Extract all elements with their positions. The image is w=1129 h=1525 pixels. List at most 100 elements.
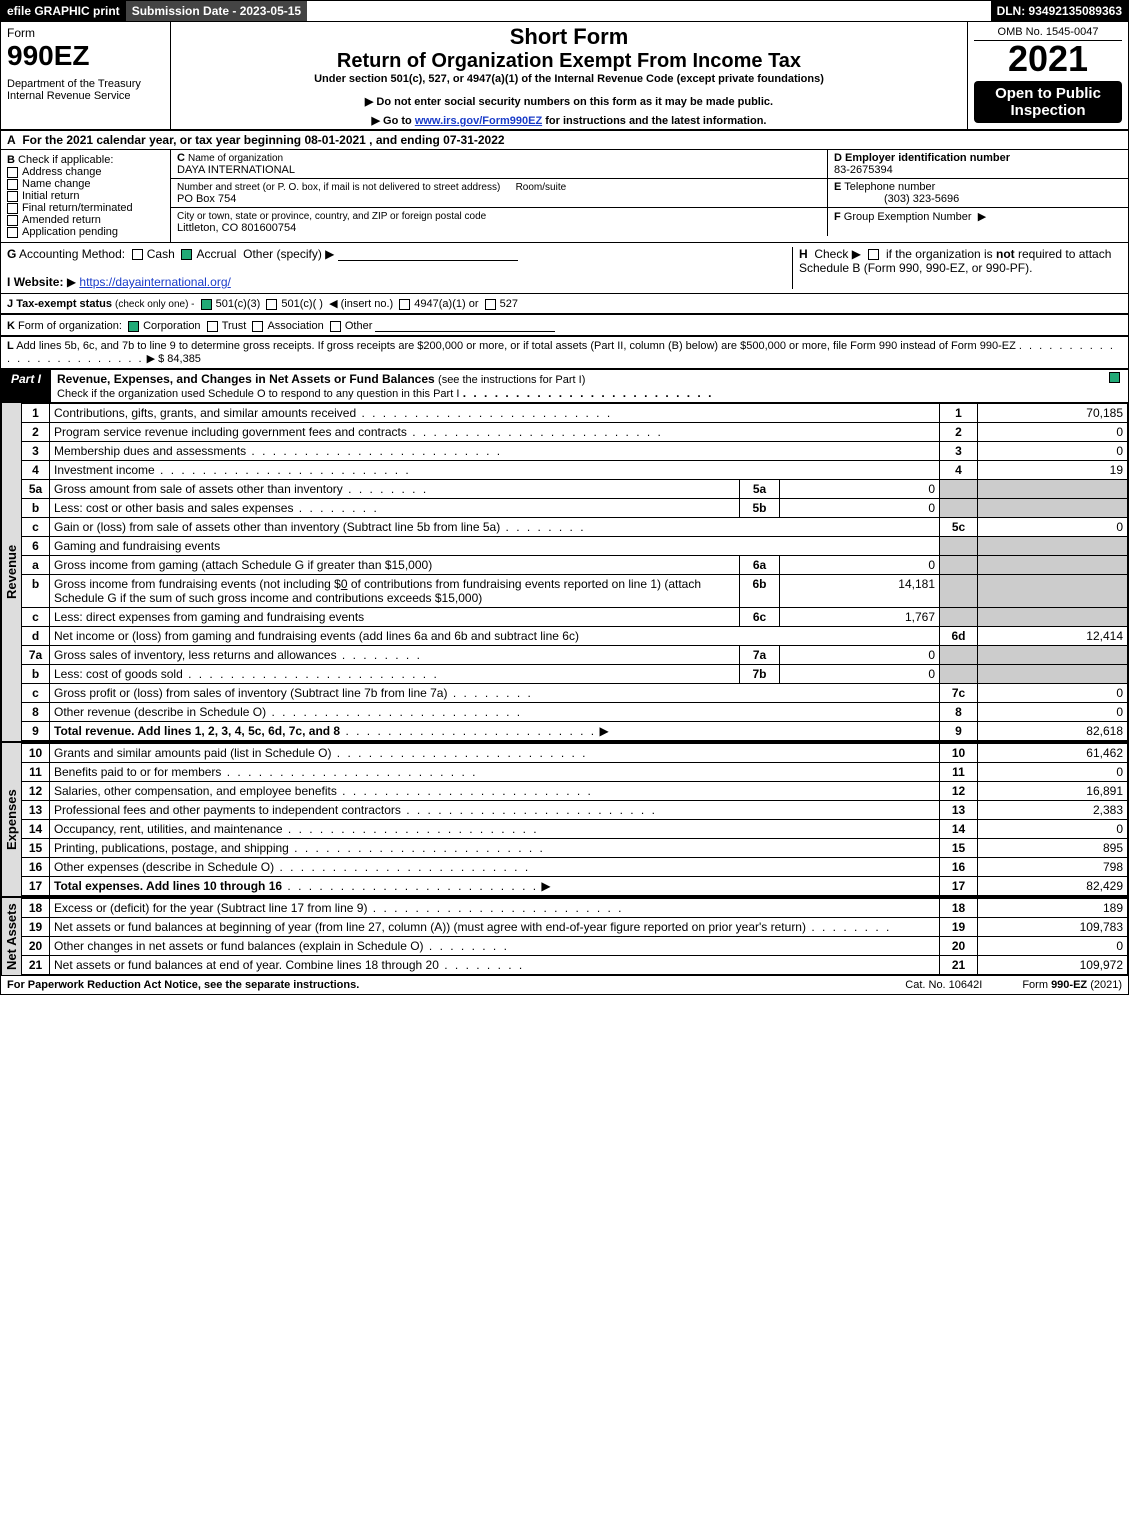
checkbox-cash[interactable]	[132, 249, 143, 260]
checkbox-application-pending[interactable]	[7, 227, 18, 238]
under-section: Under section 501(c), 527, or 4947(a)(1)…	[177, 73, 961, 85]
checkbox-527[interactable]	[485, 299, 496, 310]
j-501c: 501(c)( )	[281, 298, 323, 310]
k-corp: Corporation	[143, 320, 200, 332]
efile-print-button[interactable]: efile GRAPHIC print	[1, 1, 126, 21]
line-19-val: 109,783	[978, 918, 1128, 937]
line-6-desc: Gaming and fundraising events	[50, 537, 940, 556]
g-other: Other (specify)	[243, 247, 322, 261]
form-number: 990EZ	[7, 40, 164, 72]
line-6b-val: 14,181	[780, 575, 940, 608]
line-11-desc: Benefits paid to or for members	[54, 765, 221, 779]
row-l: L Add lines 5b, 6c, and 7b to line 9 to …	[1, 337, 1128, 370]
line-6b-pre: Gross income from fundraising events (no…	[54, 577, 341, 591]
return-title: Return of Organization Exempt From Incom…	[177, 50, 961, 73]
irs-label: Internal Revenue Service	[7, 90, 164, 102]
part-i-header: Part I Revenue, Expenses, and Changes in…	[1, 370, 1128, 403]
checkbox-final-return[interactable]	[7, 203, 18, 214]
line-6b-amt: 0	[341, 577, 348, 591]
addr-label: Number and street (or P. O. box, if mail…	[177, 182, 500, 193]
netassets-vtab: Net Assets	[1, 898, 21, 975]
page-footer: For Paperwork Reduction Act Notice, see …	[1, 976, 1128, 994]
line-10-val: 61,462	[978, 744, 1128, 763]
checkbox-4947[interactable]	[399, 299, 410, 310]
opt-amended-return: Amended return	[22, 214, 101, 226]
line-2-desc: Program service revenue including govern…	[54, 425, 407, 439]
city-label: City or town, state or province, country…	[177, 211, 486, 222]
line-5c-desc: Gain or (loss) from sale of assets other…	[54, 520, 500, 534]
website-link[interactable]: https://dayainternational.org/	[79, 275, 230, 289]
opt-application-pending: Application pending	[22, 226, 118, 238]
line-16-val: 798	[978, 858, 1128, 877]
checkbox-501c[interactable]	[266, 299, 277, 310]
checkbox-501c3[interactable]	[201, 299, 212, 310]
k-label: Form of organization:	[18, 320, 122, 332]
f-label: Group Exemption Number	[844, 211, 972, 223]
j-4947: 4947(a)(1) or	[414, 298, 478, 310]
checkbox-initial-return[interactable]	[7, 191, 18, 202]
line-6c-val: 1,767	[780, 608, 940, 627]
dln: DLN: 93492135089363	[991, 1, 1128, 21]
irs-link[interactable]: www.irs.gov/Form990EZ	[415, 115, 542, 127]
row-k: K Form of organization: Corporation Trus…	[1, 315, 1128, 337]
letter-a: A	[7, 133, 16, 147]
ein-value: 83-2675394	[834, 164, 893, 176]
org-address: PO Box 754	[177, 193, 236, 205]
f-arrow-icon: ▶	[978, 211, 986, 223]
netassets-table: 18Excess or (deficit) for the year (Subt…	[21, 898, 1128, 975]
open-public-badge: Open to Public Inspection	[974, 81, 1122, 123]
dots-icon	[463, 386, 714, 400]
tax-year: 2021	[974, 41, 1122, 77]
line-15-val: 895	[978, 839, 1128, 858]
line-12-val: 16,891	[978, 782, 1128, 801]
checkbox-corporation[interactable]	[128, 321, 139, 332]
checkbox-other-org[interactable]	[330, 321, 341, 332]
checkbox-schedule-o[interactable]	[1109, 372, 1120, 383]
letter-d: D	[834, 152, 842, 164]
d-label: Employer identification number	[845, 152, 1010, 164]
g-other-input[interactable]	[338, 247, 518, 261]
top-bar: efile GRAPHIC print Submission Date - 20…	[1, 1, 1128, 22]
k-other-input[interactable]	[375, 318, 555, 332]
j-501c3: 501(c)(3)	[216, 298, 261, 310]
l-text: Add lines 5b, 6c, and 7b to line 9 to de…	[16, 340, 1016, 352]
line-13-desc: Professional fees and other payments to …	[54, 803, 401, 817]
footer-left: For Paperwork Reduction Act Notice, see …	[7, 979, 359, 991]
i-label: Website:	[14, 275, 64, 289]
g-label: Accounting Method:	[19, 247, 125, 261]
line-8-val: 0	[978, 703, 1128, 722]
checkbox-accrual[interactable]	[181, 249, 192, 260]
checkbox-amended-return[interactable]	[7, 215, 18, 226]
org-name: DAYA INTERNATIONAL	[177, 164, 295, 176]
opt-final-return: Final return/terminated	[22, 202, 133, 214]
checkbox-name-change[interactable]	[7, 179, 18, 190]
line-7c-val: 0	[978, 684, 1128, 703]
line-7c-desc: Gross profit or (loss) from sales of inv…	[54, 686, 447, 700]
line-14-val: 0	[978, 820, 1128, 839]
opt-name-change: Name change	[22, 178, 91, 190]
letter-b: B	[7, 154, 15, 166]
letter-e: E	[834, 181, 841, 193]
form-word: Form	[7, 26, 164, 40]
checkbox-trust[interactable]	[207, 321, 218, 332]
g-accrual: Accrual	[196, 247, 236, 261]
line-6c-desc: Less: direct expenses from gaming and fu…	[54, 610, 364, 624]
part-i-sub: Check if the organization used Schedule …	[57, 388, 459, 400]
letter-k: K	[7, 320, 15, 332]
line-5c-val: 0	[978, 518, 1128, 537]
checkbox-h[interactable]	[868, 249, 879, 260]
part-i-title: Revenue, Expenses, and Changes in Net As…	[57, 372, 435, 386]
checkbox-association[interactable]	[252, 321, 263, 332]
line-8-desc: Other revenue (describe in Schedule O)	[54, 705, 266, 719]
line-21-val: 109,972	[978, 956, 1128, 975]
checkbox-address-change[interactable]	[7, 167, 18, 178]
triangle-icon	[372, 115, 384, 127]
line-5a-val: 0	[780, 480, 940, 499]
part-i-tab: Part I	[1, 370, 51, 402]
opt-initial-return: Initial return	[22, 190, 79, 202]
k-assoc: Association	[267, 320, 323, 332]
line-18-val: 189	[978, 899, 1128, 918]
line-20-desc: Other changes in net assets or fund bala…	[54, 939, 424, 953]
c-name-label: Name of organization	[188, 153, 283, 164]
k-trust: Trust	[222, 320, 247, 332]
